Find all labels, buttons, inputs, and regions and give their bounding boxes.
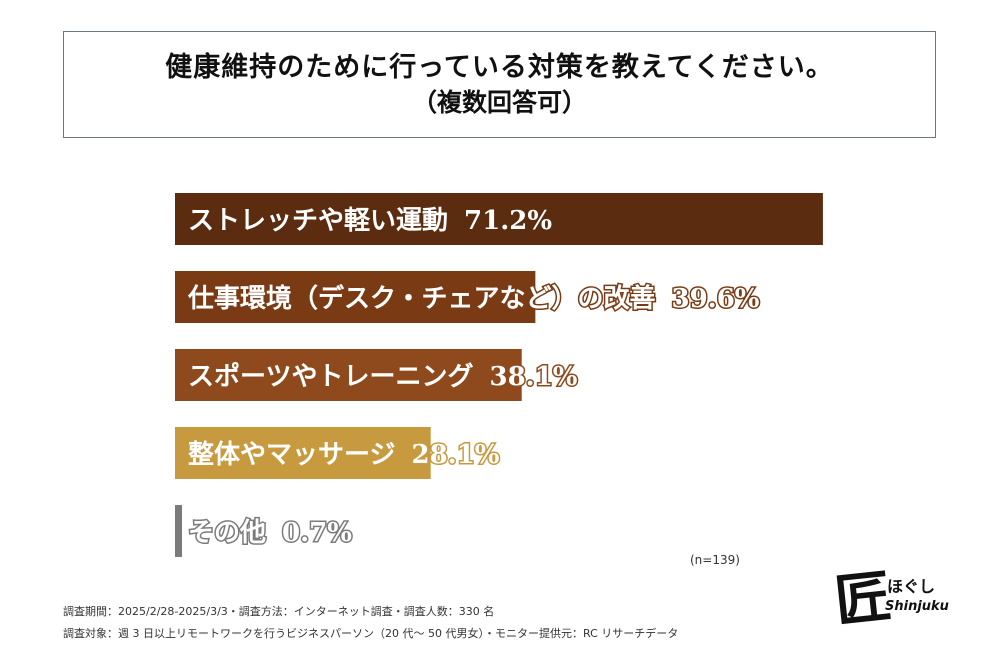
category-label: 仕事環境（デスク・チェアなど）の改善	[187, 283, 655, 314]
value-label: 39.6%	[671, 284, 759, 314]
bar	[175, 427, 431, 479]
survey-target-note: 調査対象：週 3 日以上リモートワークを行うビジネスパーソン（20 代～ 50 …	[63, 627, 679, 640]
category-label: その他	[188, 518, 266, 548]
value-label: 71.2%	[464, 206, 552, 236]
survey-period-note: 調査期間：2025/2/28-2025/3/3・調査方法：インターネット調査・調…	[63, 605, 495, 618]
bar	[175, 505, 182, 557]
category-label: スポーツやトレーニング	[188, 361, 473, 392]
logo-kana: ほぐし	[887, 577, 936, 596]
bar-label: その他 0.7%	[188, 518, 352, 548]
brand-logo: 匠 ほぐし Shinjuku	[832, 563, 949, 637]
bar-label: スポーツやトレーニング 38.1%	[188, 361, 578, 392]
bar-label: ストレッチや軽い運動 71.2%	[188, 205, 552, 236]
bar-label: 仕事環境（デスク・チェアなど）の改善 39.6%	[187, 283, 760, 314]
chart-title: 健康維持のために行っている対策を教えてください。	[165, 52, 834, 83]
value-label: 38.1%	[489, 362, 577, 392]
value-label: 28.1%	[411, 440, 499, 470]
sample-size: (n=139)	[690, 553, 740, 567]
category-label: ストレッチや軽い運動	[188, 205, 448, 236]
bar	[175, 193, 823, 245]
bar-label: 整体やマッサージ 28.1%	[188, 439, 500, 470]
logo-english: Shinjuku	[885, 599, 949, 614]
value-label: 0.7%	[282, 518, 352, 548]
bar	[175, 271, 536, 323]
chart-subtitle: （複数回答可）	[411, 88, 587, 117]
chart-title-box: 健康維持のために行っている対策を教えてください。 （複数回答可）	[63, 31, 936, 138]
category-label: 整体やマッサージ	[188, 439, 395, 470]
bar	[175, 349, 522, 401]
